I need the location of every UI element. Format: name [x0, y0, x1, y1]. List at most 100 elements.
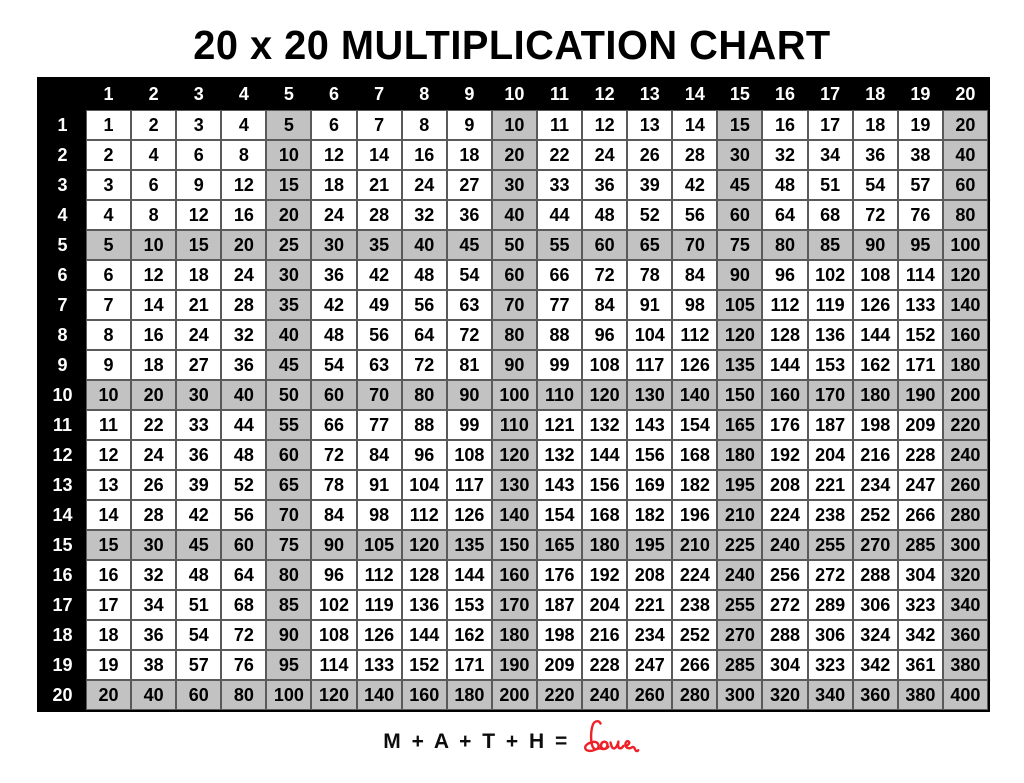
product-cell: 110 [536, 380, 583, 410]
product-cell: 40 [266, 320, 312, 350]
product-cell: 270 [717, 620, 763, 650]
product-cell: 65 [627, 230, 673, 260]
product-cell: 70 [491, 290, 537, 320]
col-header-cell: 12 [582, 79, 628, 110]
product-cell: 216 [852, 440, 898, 470]
product-cell: 60 [717, 200, 763, 230]
product-cell: 78 [627, 260, 673, 290]
product-cell: 210 [717, 500, 763, 530]
product-cell: 26 [131, 470, 177, 500]
product-cell: 104 [627, 320, 673, 350]
product-cell: 108 [582, 350, 628, 380]
product-cell: 238 [807, 500, 853, 530]
product-cell: 18 [852, 110, 898, 140]
product-cell: 48 [311, 320, 357, 350]
product-cell: 30 [491, 170, 537, 200]
product-cell: 180 [446, 680, 492, 710]
product-cell: 102 [311, 590, 357, 620]
product-cell: 144 [762, 350, 808, 380]
product-cell: 221 [627, 590, 673, 620]
product-cell: 190 [491, 650, 537, 680]
product-cell: 7 [356, 110, 402, 140]
product-cell: 240 [942, 440, 988, 470]
row-header-cell: 16 [39, 560, 86, 590]
product-cell: 72 [446, 320, 492, 350]
col-header-cell: 6 [311, 79, 357, 110]
product-cell: 170 [491, 590, 537, 620]
product-cell: 96 [401, 440, 447, 470]
product-cell: 221 [807, 470, 853, 500]
product-cell: 304 [897, 560, 943, 590]
product-cell: 324 [852, 620, 898, 650]
col-header-cell: 7 [356, 79, 402, 110]
product-cell: 150 [491, 530, 537, 560]
product-cell: 45 [717, 170, 763, 200]
product-cell: 8 [86, 320, 132, 350]
product-cell: 90 [311, 530, 357, 560]
product-cell: 6 [176, 140, 222, 170]
product-cell: 44 [536, 200, 583, 230]
product-cell: 20 [491, 140, 537, 170]
product-cell: 56 [401, 290, 447, 320]
product-cell: 68 [221, 590, 267, 620]
product-cell: 72 [401, 350, 447, 380]
product-cell: 6 [131, 170, 177, 200]
row-header-cell: 2 [39, 140, 86, 170]
product-cell: 342 [852, 650, 898, 680]
product-cell: 114 [311, 650, 357, 680]
row-header-cell: 1 [39, 110, 86, 140]
product-cell: 34 [807, 140, 853, 170]
product-cell: 63 [446, 290, 492, 320]
col-header-cell: 20 [942, 79, 988, 110]
product-cell: 180 [852, 380, 898, 410]
product-cell: 18 [131, 350, 177, 380]
product-cell: 20 [86, 680, 132, 710]
product-cell: 108 [446, 440, 492, 470]
product-cell: 112 [672, 320, 718, 350]
product-cell: 35 [356, 230, 402, 260]
product-cell: 44 [221, 410, 267, 440]
product-cell: 77 [356, 410, 402, 440]
product-cell: 136 [401, 590, 447, 620]
product-cell: 84 [672, 260, 718, 290]
row-header-cell: 7 [39, 290, 86, 320]
product-cell: 176 [762, 410, 808, 440]
product-cell: 90 [491, 350, 537, 380]
product-cell: 210 [672, 530, 718, 560]
product-cell: 156 [627, 440, 673, 470]
product-cell: 20 [942, 110, 988, 140]
product-cell: 135 [717, 350, 763, 380]
product-cell: 14 [86, 500, 132, 530]
product-cell: 5 [266, 110, 312, 140]
product-cell: 18 [311, 170, 357, 200]
product-cell: 40 [942, 140, 988, 170]
product-cell: 32 [401, 200, 447, 230]
product-cell: 4 [221, 110, 267, 140]
product-cell: 144 [401, 620, 447, 650]
product-cell: 272 [807, 560, 853, 590]
product-cell: 144 [446, 560, 492, 590]
product-cell: 81 [446, 350, 492, 380]
product-cell: 140 [942, 290, 988, 320]
product-cell: 136 [807, 320, 853, 350]
product-cell: 91 [356, 470, 402, 500]
product-cell: 56 [672, 200, 718, 230]
product-cell: 150 [717, 380, 763, 410]
product-cell: 7 [86, 290, 132, 320]
product-cell: 289 [807, 590, 853, 620]
product-cell: 238 [672, 590, 718, 620]
product-cell: 80 [401, 380, 447, 410]
product-cell: 120 [717, 320, 763, 350]
product-cell: 117 [627, 350, 673, 380]
product-cell: 104 [401, 470, 447, 500]
product-cell: 160 [491, 560, 537, 590]
product-cell: 60 [311, 380, 357, 410]
product-cell: 132 [536, 440, 583, 470]
product-cell: 9 [86, 350, 132, 380]
product-cell: 121 [536, 410, 583, 440]
product-cell: 72 [311, 440, 357, 470]
product-cell: 204 [582, 590, 628, 620]
col-header-cell: 5 [266, 79, 312, 110]
product-cell: 65 [266, 470, 312, 500]
product-cell: 57 [897, 170, 943, 200]
